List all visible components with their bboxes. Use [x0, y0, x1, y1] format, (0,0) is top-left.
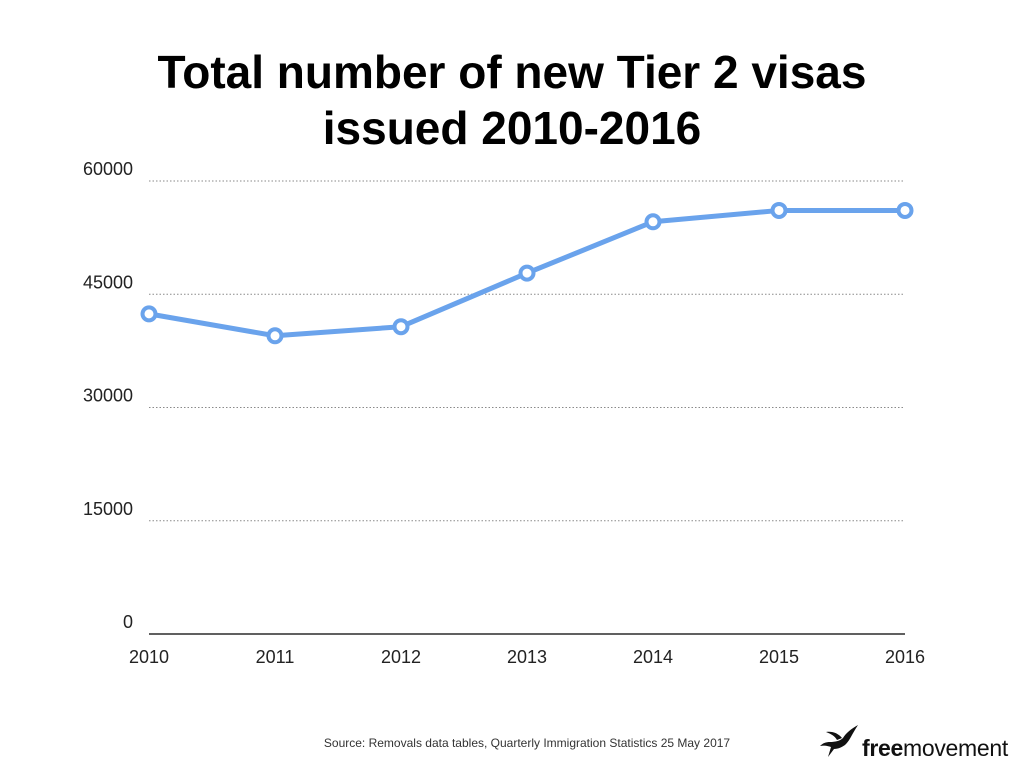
source-note: Source: Removals data tables, Quarterly …: [323, 736, 731, 750]
chart-title: Total number of new Tier 2 visas issued …: [0, 44, 1024, 156]
x-tick-label: 2015: [759, 647, 799, 667]
y-tick-label: 0: [123, 612, 133, 632]
x-tick-label: 2010: [129, 647, 169, 667]
x-tick-label: 2013: [507, 647, 547, 667]
brand-name: freemovement: [862, 735, 1008, 762]
chart-title-line-1: Total number of new Tier 2 visas: [157, 46, 867, 98]
data-point: [140, 305, 158, 323]
brand-name-free: free: [862, 735, 903, 761]
y-tick-label: 30000: [83, 386, 133, 406]
x-axis-tick-labels: 2010 2011 2012 2013 2014 2015 2016: [129, 647, 925, 667]
brand-name-movement: movement: [903, 735, 1008, 761]
data-points: [140, 201, 914, 345]
x-tick-label: 2012: [381, 647, 421, 667]
y-tick-label: 60000: [83, 159, 133, 179]
brand-logo: freemovement: [818, 722, 1014, 762]
y-axis-tick-labels: 0 15000 30000 45000 60000: [83, 159, 133, 632]
data-point: [770, 201, 788, 219]
data-point: [266, 327, 284, 345]
x-tick-label: 2011: [256, 647, 295, 667]
x-tick-label: 2014: [633, 647, 673, 667]
data-point: [644, 213, 662, 231]
x-tick-label: 2016: [885, 647, 925, 667]
data-point: [392, 318, 410, 336]
data-point: [896, 201, 914, 219]
bird-icon: [820, 725, 858, 757]
y-tick-label: 45000: [83, 272, 133, 292]
data-point: [518, 264, 536, 282]
grid-lines: [149, 180, 905, 522]
y-tick-label: 15000: [83, 499, 133, 519]
chart-title-line-2: issued 2010-2016: [322, 102, 702, 154]
